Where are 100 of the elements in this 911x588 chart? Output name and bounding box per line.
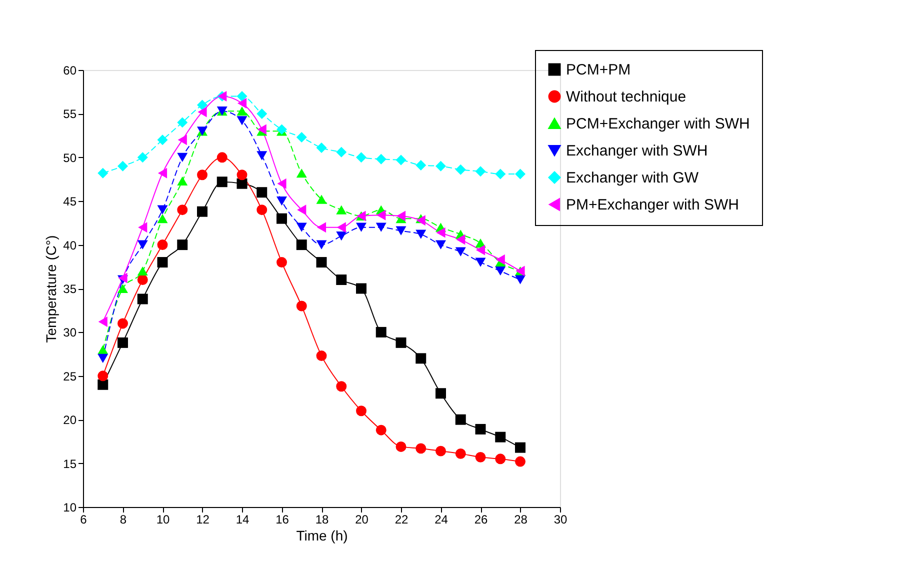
point [475,166,486,177]
point [177,152,188,162]
point [157,240,168,250]
point [197,100,208,110]
point [256,108,268,119]
legend-label: PCM+PM [566,62,631,78]
point [297,204,306,216]
point [416,353,426,364]
point [396,337,406,348]
point [98,345,108,354]
point [98,316,108,327]
point [98,168,108,178]
point [118,160,128,172]
point [137,294,148,304]
point [236,170,248,180]
x-tick-label: 12 [196,512,210,526]
point [256,187,268,198]
point [157,134,168,146]
point [416,443,426,454]
point [118,284,128,294]
point [396,210,406,222]
point [495,432,506,442]
point [376,326,386,338]
point [336,222,346,233]
y-tick-label: 15 [63,456,77,471]
x-tick-label: 18 [315,512,329,526]
point [296,168,307,178]
x-axis-title: Time (h) [296,528,348,544]
point [316,194,327,204]
point [396,226,406,236]
y-tick-label: 40 [63,238,77,252]
point [216,176,228,188]
x-tick-label: 28 [514,512,528,526]
x-tick-label: 16 [276,512,290,526]
legend-label: Exchanger with GW [566,170,700,186]
point [356,406,366,416]
point [376,424,386,436]
point [376,210,386,220]
point [277,178,286,189]
point [396,441,406,452]
point [356,283,366,294]
point [276,213,287,224]
point [98,370,108,382]
point [475,452,486,462]
point [236,90,248,102]
point [118,272,128,284]
point [416,230,426,239]
point [416,160,426,171]
point [216,152,228,163]
point [177,176,188,186]
point [236,106,248,116]
y-tick-label: 30 [63,326,77,340]
x-tick-label: 14 [236,512,250,526]
point [475,258,486,267]
y-tick-label: 55 [63,107,77,122]
point [137,240,148,250]
point [336,146,347,158]
point [495,168,506,180]
point [515,442,526,453]
point [356,222,366,232]
point [118,318,128,329]
y-tick-label: 35 [63,282,77,296]
point [256,204,268,216]
point [236,116,248,126]
point [316,222,326,233]
point [356,152,366,163]
point [376,222,386,232]
point [455,448,466,459]
legend-label: PM+Exchanger with SWH [566,196,739,214]
legend-label: Without technique [566,88,686,106]
x-tick-label: 6 [80,512,88,526]
point [158,168,168,178]
point [256,151,268,160]
point [336,205,347,214]
point [515,456,526,467]
y-tick-label: 50 [63,150,77,165]
y-axis-title: Temperature (C°) [43,235,60,343]
point [316,142,327,154]
point [237,98,247,108]
y-tick-label: 25 [63,369,77,384]
point [456,234,466,245]
point [495,454,506,464]
point [197,206,208,217]
point [316,240,327,250]
point [276,257,287,268]
point [157,205,168,214]
point [138,222,148,233]
point [157,257,168,268]
point [436,446,446,456]
x-tick-label: 30 [554,512,568,526]
point [296,222,307,232]
x-tick-label: 24 [434,512,448,526]
y-tick-label: 60 [63,64,77,78]
point [376,154,386,164]
point [515,275,526,284]
point [177,204,188,216]
point [455,164,466,175]
x-tick-label: 10 [156,512,170,526]
point [98,379,108,390]
point [475,424,486,434]
